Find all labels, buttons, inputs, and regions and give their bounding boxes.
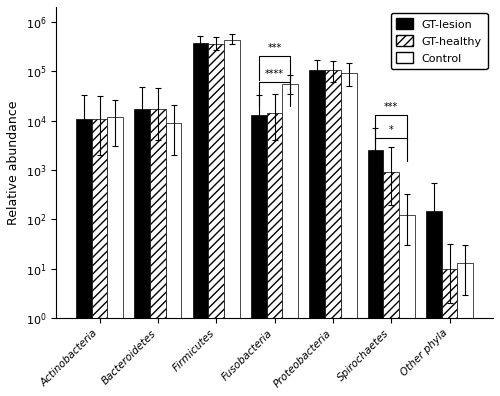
Bar: [92, 118, 108, 396]
Bar: [208, 44, 224, 396]
Bar: [368, 150, 384, 396]
Bar: [108, 117, 123, 396]
Bar: [134, 109, 150, 396]
Bar: [251, 115, 266, 396]
Y-axis label: Relative abundance: Relative abundance: [7, 100, 20, 225]
Bar: [76, 118, 92, 396]
Bar: [282, 84, 298, 396]
Bar: [150, 109, 166, 396]
Text: *: *: [389, 125, 394, 135]
Text: ***: ***: [268, 43, 281, 53]
Bar: [166, 123, 182, 396]
Bar: [426, 211, 442, 396]
Bar: [442, 269, 458, 396]
Bar: [266, 113, 282, 396]
Bar: [384, 172, 399, 396]
Bar: [192, 42, 208, 396]
Text: ***: ***: [384, 102, 398, 112]
Bar: [310, 70, 325, 396]
Bar: [224, 40, 240, 396]
Text: ****: ****: [265, 69, 284, 79]
Legend: GT-lesion, GT-healthy, Control: GT-lesion, GT-healthy, Control: [390, 13, 488, 69]
Bar: [458, 263, 473, 396]
Bar: [399, 215, 415, 396]
Bar: [341, 74, 356, 396]
Bar: [325, 70, 341, 396]
